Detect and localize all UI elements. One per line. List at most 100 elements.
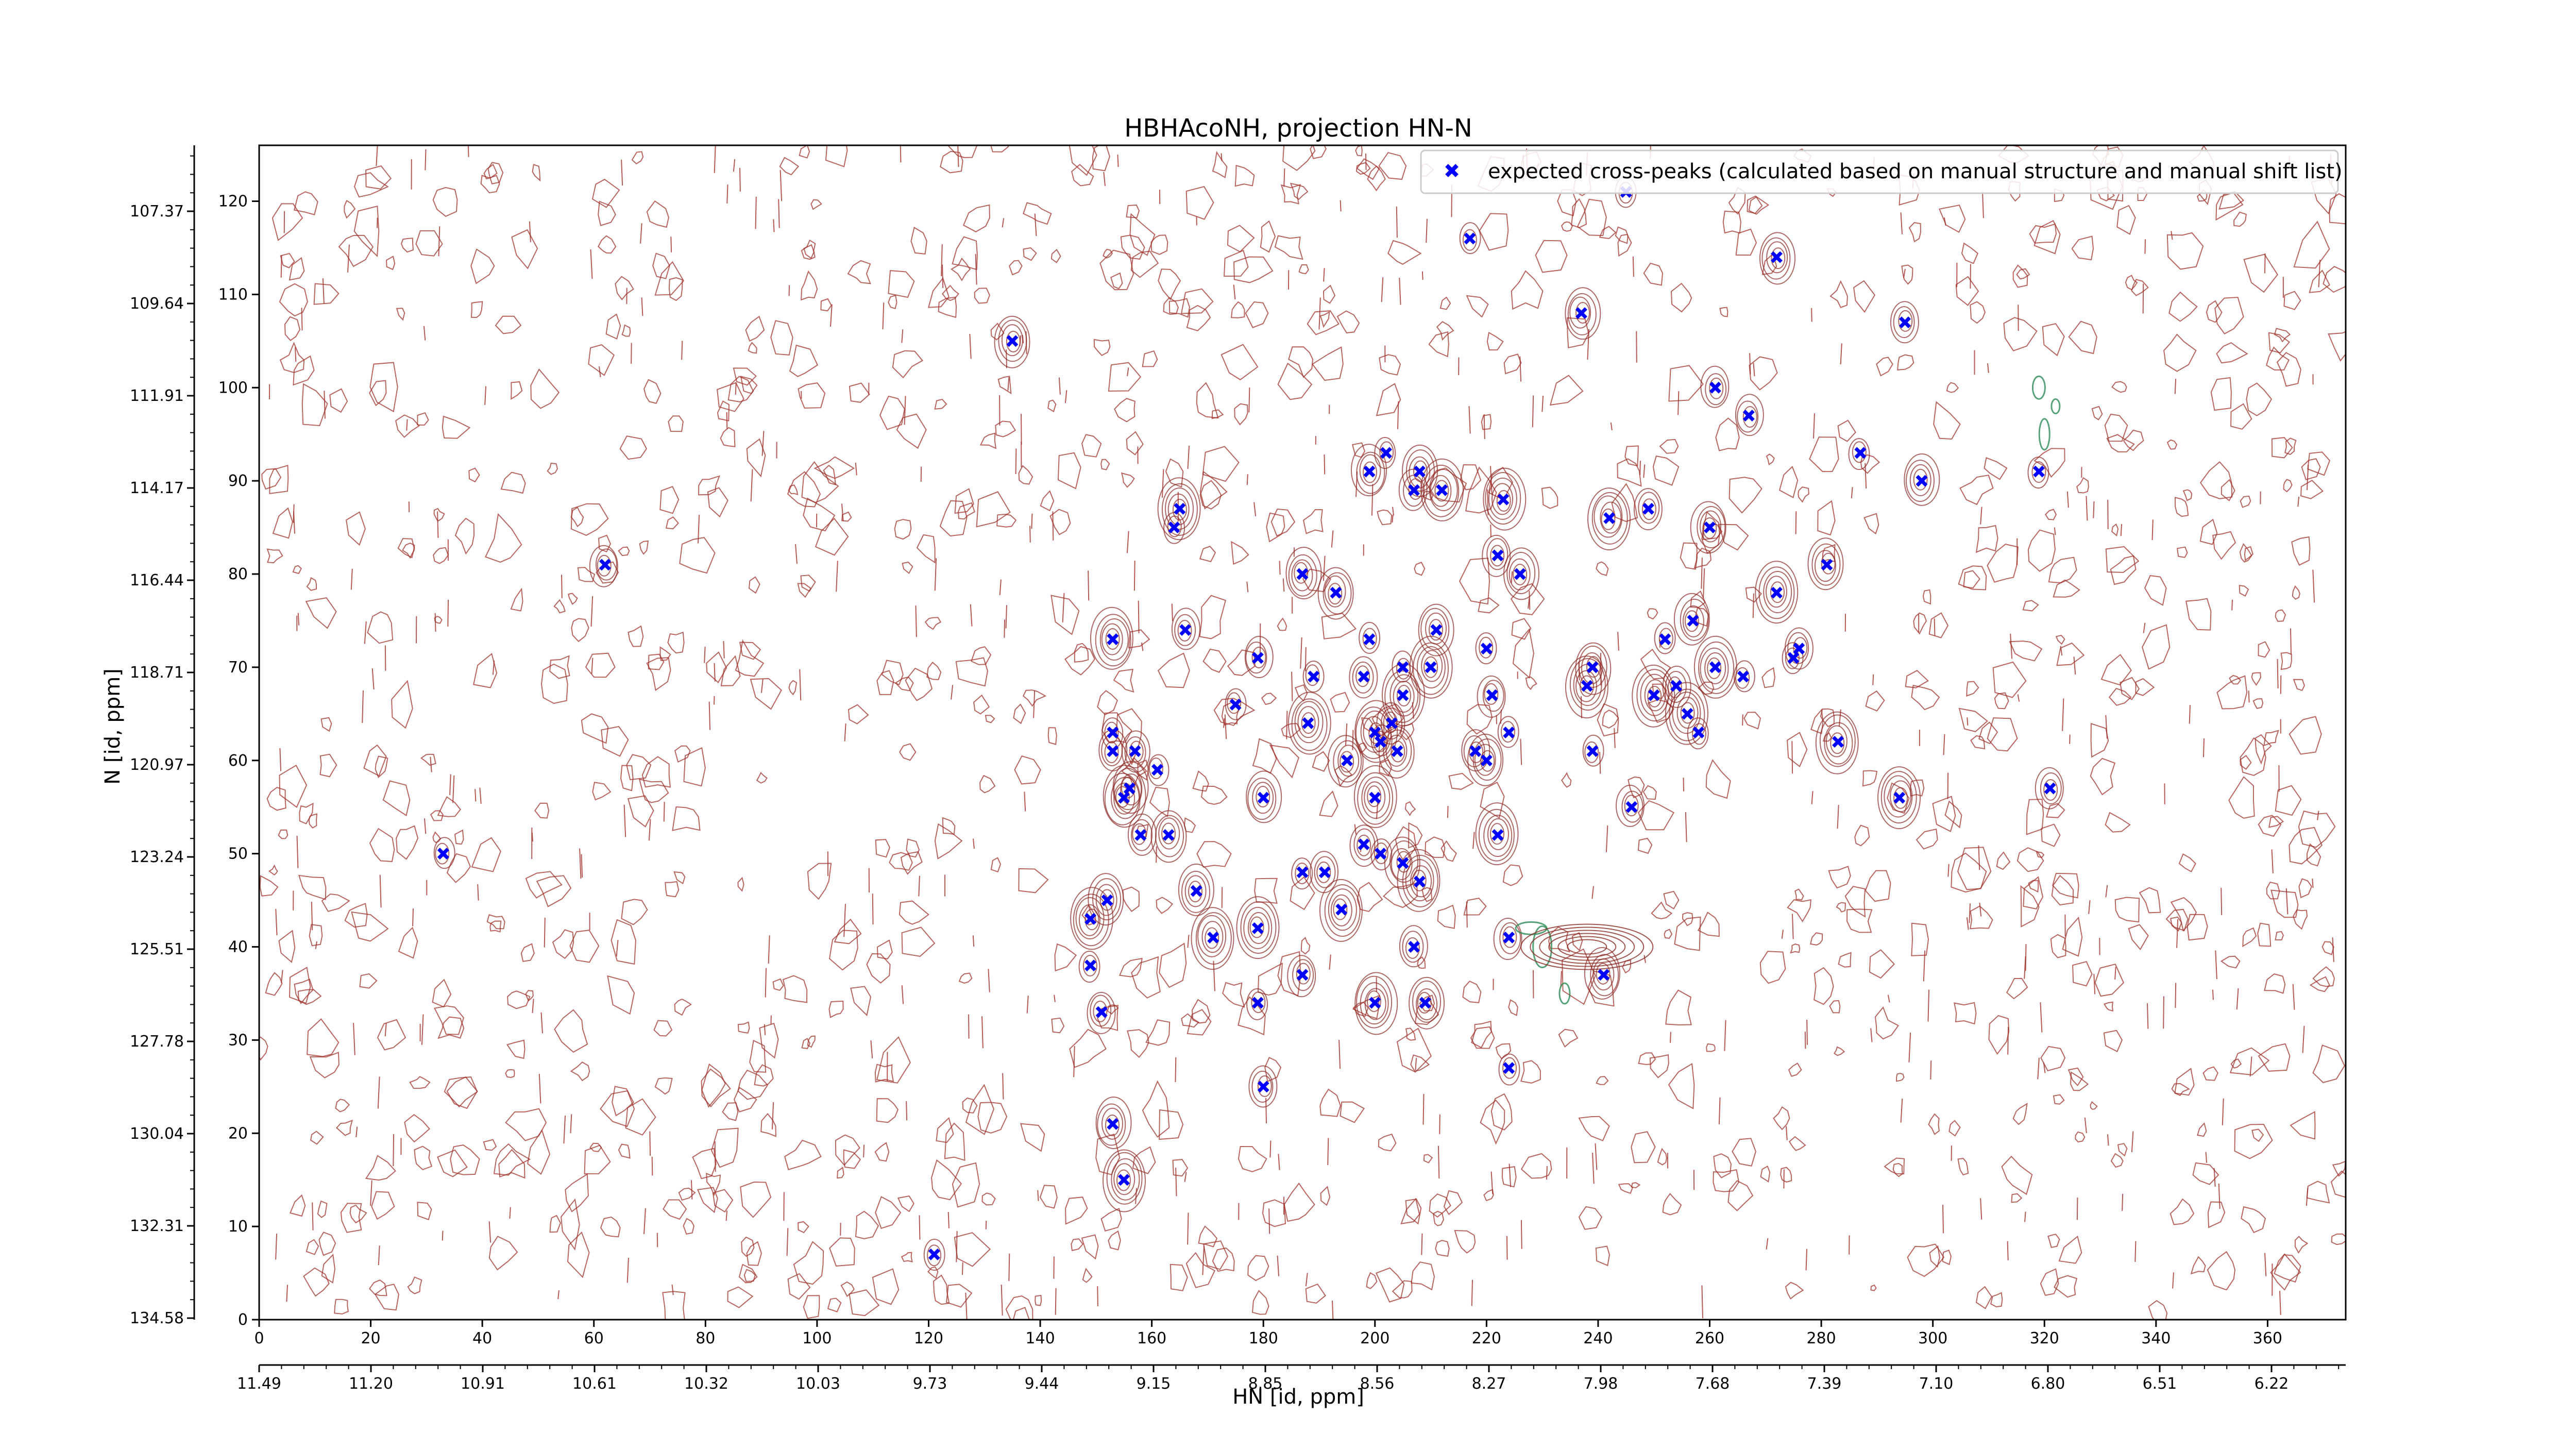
noise-contour [640, 223, 642, 244]
peak-contour [1084, 908, 1099, 931]
peak-contour [1848, 438, 1870, 470]
peak-contour [1106, 1152, 1143, 1205]
noise-contour [1165, 458, 1184, 488]
noise-contour [1436, 321, 1454, 341]
peak-contour [2031, 461, 2046, 483]
x-ppm-tick-label: 11.49 [237, 1375, 281, 1393]
noise-contour [384, 645, 386, 671]
noise-contour [567, 1231, 590, 1278]
cross-peak-marker [1413, 465, 1426, 478]
noise-contour [1811, 791, 1814, 804]
noise-contour [1212, 1247, 1235, 1272]
noise-contour [2328, 331, 2346, 362]
noise-contour [1785, 1126, 1788, 1140]
x-ppm-tick-label: 7.39 [1807, 1375, 1842, 1393]
peak-contour [1095, 614, 1131, 667]
cross-peak-marker [1162, 829, 1175, 841]
noise-contour [2301, 458, 2321, 481]
noise-contour [2206, 300, 2223, 323]
peak-contour [1830, 732, 1845, 754]
legend-marker-icon [1445, 164, 1459, 177]
cross-peak-marker [1369, 997, 1381, 1009]
noise-contour [488, 1221, 492, 1243]
noise-contour [1338, 1040, 1341, 1069]
noise-contour [727, 1286, 754, 1308]
noise-contour [2134, 1241, 2137, 1262]
noise-contour [1785, 1282, 1804, 1300]
noise-contour [1900, 212, 1903, 234]
noise-contour [2033, 448, 2065, 478]
peak-contour [1251, 991, 1266, 1014]
noise-contour [376, 145, 378, 166]
noise-contour [955, 657, 988, 687]
noise-contour [1511, 618, 1532, 640]
noise-contour [1185, 186, 1214, 220]
cross-peak-marker [1369, 791, 1381, 804]
peak-contour [1251, 1070, 1274, 1103]
noise-contour [1323, 555, 1326, 581]
peak-contour [1105, 1114, 1120, 1136]
noise-contour [973, 838, 975, 849]
peak-contour [1621, 790, 1643, 823]
peak-contour [1704, 652, 1726, 684]
noise-contour [600, 1090, 635, 1127]
peak-contour [1416, 646, 1446, 689]
noise-contour [1054, 943, 1077, 972]
peak-contour [1324, 575, 1346, 608]
noise-contour [369, 1279, 387, 1296]
noise-contour [2309, 976, 2330, 992]
noise-contour [296, 835, 299, 868]
noise-contour [489, 920, 502, 933]
noise-contour [484, 386, 487, 406]
peak-contour [1295, 862, 1310, 884]
peak-contour [1116, 1169, 1131, 1191]
peak-contour [1244, 636, 1274, 679]
noise-contour [1561, 221, 1573, 232]
noise-contour [371, 668, 375, 690]
peak-contour [1575, 302, 1590, 324]
noise-contour [1483, 414, 1485, 440]
x-tick-label: 0 [254, 1329, 264, 1347]
noise-contour [1233, 284, 1236, 300]
noise-contour [340, 1203, 362, 1233]
noise-contour [2033, 220, 2061, 255]
noise-contour [1298, 264, 1309, 275]
noise-contour [934, 823, 963, 860]
noise-contour [322, 278, 325, 304]
noise-contour [2215, 950, 2217, 980]
noise-contour [1961, 242, 1979, 264]
noise-contour [1378, 151, 1407, 180]
noise-contour [1221, 887, 1223, 908]
noise-contour [1649, 1054, 1669, 1079]
noise-contour [437, 1149, 468, 1177]
noise-contour [2312, 966, 2335, 987]
noise-contour [1911, 684, 1940, 711]
peak-contour [1006, 330, 1021, 352]
noise-contour [2076, 1198, 2078, 1220]
noise-contour [888, 294, 897, 310]
noise-contour [1787, 899, 1812, 922]
peak-contour [2027, 457, 2049, 489]
noise-contour [1071, 1238, 1084, 1252]
peak-contour [1735, 667, 1750, 689]
peak-contour [1370, 838, 1393, 871]
noise-contour [1466, 704, 1493, 735]
noise-contour [1233, 256, 1274, 283]
noise-contour [1440, 840, 1457, 862]
y-tick-label: 90 [228, 472, 248, 490]
noise-contour [568, 593, 578, 605]
y-ppm-tick-label: 130.04 [130, 1125, 184, 1143]
cross-peak-marker [1413, 875, 1426, 888]
noise-contour [1103, 248, 1113, 259]
noise-contour [981, 1192, 996, 1206]
cross-peak-marker [1179, 624, 1192, 636]
noise-contour [407, 1276, 422, 1294]
noise-contour [2090, 1101, 2098, 1110]
noise-contour [2045, 509, 2057, 520]
peak-contour [1314, 856, 1336, 888]
noise-contour [1008, 260, 1023, 276]
noise-contour [355, 1126, 358, 1137]
cross-peak-marker [1308, 670, 1320, 683]
x-ppm-tick-label: 6.51 [2143, 1375, 2177, 1393]
noise-contour [1120, 234, 1145, 260]
